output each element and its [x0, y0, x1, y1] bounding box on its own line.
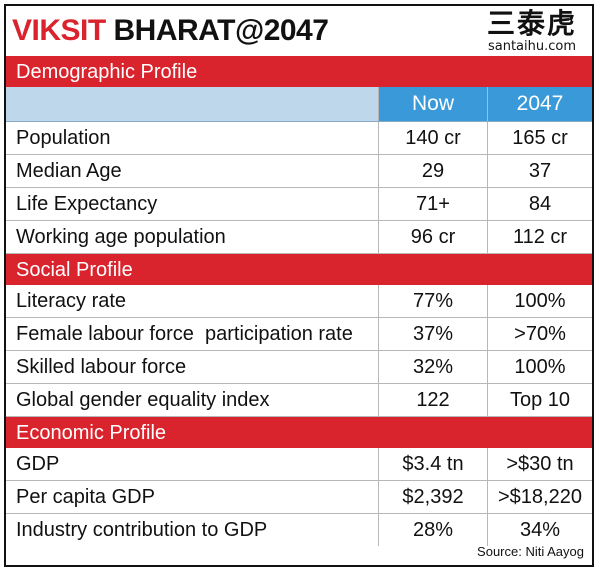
row-now-value: 28% [378, 513, 488, 546]
section-title: Economic Profile [6, 416, 592, 448]
row-now-value: 71+ [378, 187, 488, 221]
row-2047-value: 112 cr [487, 220, 592, 254]
row-2047-value: 84 [487, 187, 592, 221]
logo-chinese-text: 三泰虎 [486, 7, 577, 40]
row-2047-value: 100% [487, 350, 592, 384]
table-row: Industry contribution to GDP 28% 34% [6, 513, 592, 546]
table-row: Global gender equality index 122 Top 10 [6, 383, 592, 417]
row-2047-value: Top 10 [487, 383, 592, 417]
section-header-demographic: Demographic Profile [6, 56, 592, 87]
section-title: Social Profile [6, 253, 592, 285]
table-row: GDP $3.4 tn >$30 tn [6, 448, 592, 481]
row-now-value: 140 cr [378, 121, 488, 155]
row-label: Female labour force participation rate [6, 317, 379, 351]
row-label: Literacy rate [6, 285, 379, 318]
row-label: Median Age [6, 154, 379, 188]
row-now-value: 96 cr [378, 220, 488, 254]
infographic-header: VIKSIT BHARAT@2047 三泰虎 santaihu.com [6, 6, 592, 54]
section-header-social: Social Profile [6, 253, 592, 285]
row-2047-value: 165 cr [487, 121, 592, 155]
table-row: Working age population 96 cr 112 cr [6, 220, 592, 254]
table-row: Skilled labour force 32% 100% [6, 350, 592, 384]
row-now-value: 122 [378, 383, 488, 417]
row-label: Global gender equality index [6, 383, 379, 417]
table-row: Per capita GDP $2,392 >$18,220 [6, 480, 592, 514]
row-now-value: $3.4 tn [378, 448, 488, 481]
section-title: Demographic Profile [6, 56, 592, 87]
row-2047-value: 37 [487, 154, 592, 188]
row-now-value: 77% [378, 285, 488, 318]
source-credit: Source: Niti Aayog [477, 544, 584, 559]
title-black-part: BHARAT@2047 [113, 14, 329, 47]
row-now-value: 32% [378, 350, 488, 384]
table-row: Life Expectancy 71+ 84 [6, 187, 592, 221]
row-label: Population [6, 121, 379, 155]
row-label: GDP [6, 448, 379, 481]
row-label: Skilled labour force [6, 350, 379, 384]
row-2047-value: >$30 tn [487, 448, 592, 481]
infographic-frame: VIKSIT BHARAT@2047 三泰虎 santaihu.com Demo… [4, 4, 594, 567]
row-2047-value: 100% [487, 285, 592, 318]
row-now-value: 29 [378, 154, 488, 188]
table-row: Literacy rate 77% 100% [6, 285, 592, 318]
column-header-now: Now [378, 87, 488, 122]
table-row: Median Age 29 37 [6, 154, 592, 188]
row-label: Industry contribution to GDP [16, 519, 268, 541]
row-2047-value: 34% [487, 513, 592, 546]
column-header-blank [6, 87, 379, 122]
table-row: Female labour force participation rate 3… [6, 317, 592, 351]
section-header-economic: Economic Profile [6, 416, 592, 448]
row-label: Per capita GDP [6, 480, 379, 514]
row-now-value: 37% [378, 317, 488, 351]
profile-table: Demographic Profile Now 2047 Population … [6, 56, 592, 546]
infographic-title: VIKSIT BHARAT@2047 [12, 12, 329, 50]
row-2047-value: >$18,220 [487, 480, 592, 514]
column-header-row: Now 2047 [6, 87, 592, 122]
column-header-2047: 2047 [487, 87, 592, 122]
row-now-value: $2,392 [378, 480, 488, 514]
row-2047-value: >70% [487, 317, 592, 351]
table-row: Population 140 cr 165 cr [6, 121, 592, 155]
row-label: Working age population [6, 220, 379, 254]
watermark-logo: 三泰虎 santaihu.com [478, 8, 586, 54]
row-label: Life Expectancy [6, 187, 379, 221]
logo-url-text: santaihu.com [487, 39, 577, 54]
title-red-part: VIKSIT [12, 14, 114, 47]
